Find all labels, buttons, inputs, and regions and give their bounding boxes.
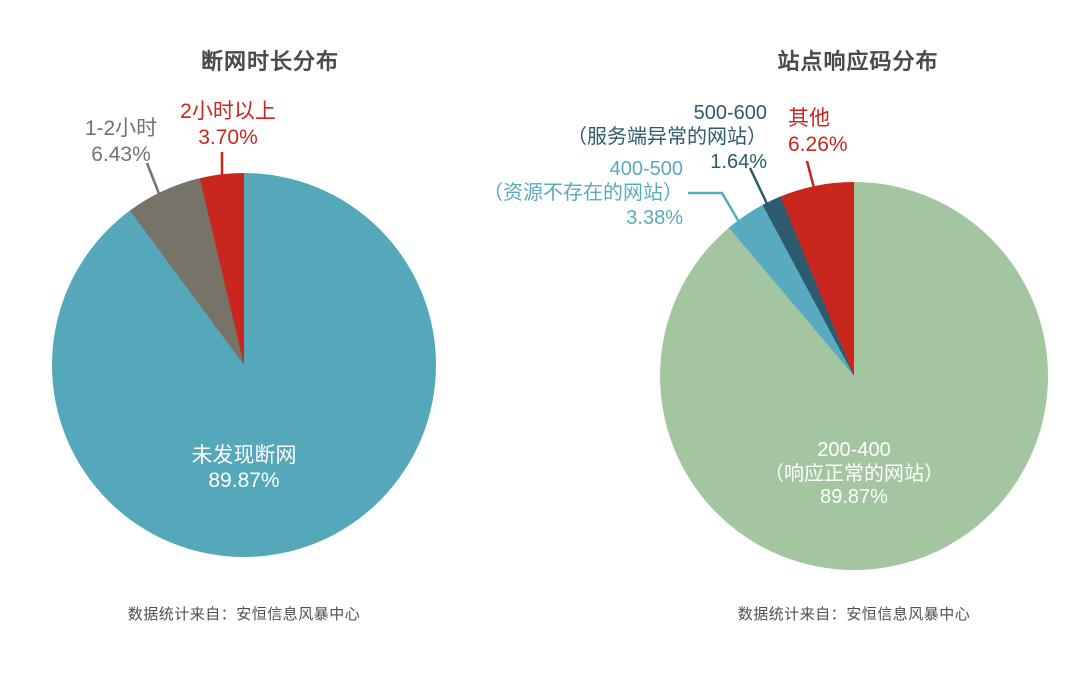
data-source-note: 数据统计来自：安恒信息风暴中心 [737,606,971,623]
pie-disconnect-duration [52,173,436,557]
chart-title: 站点响应码分布 [777,49,939,74]
callout-value: 6.26% [788,132,848,156]
slice-value: 89.87% [820,486,888,509]
slice-label: 未发现断网 [191,444,297,467]
callout-500-600: 500-600 （服务端异常的网站） 1.64% [497,101,767,174]
callout-value: 3.38% [626,206,683,229]
slice-sublabel: （响应正常的网站） [764,462,944,485]
callout-value: 1.64% [710,150,767,173]
pie-inner-label: 未发现断网 89.87% [52,444,436,494]
slice-label: 200-400 [817,439,891,461]
callout-value: 6.43% [91,142,151,166]
pie-inner-label: 200-400 （响应正常的网站） 89.87% [660,439,1048,510]
callout-400-500: 400-500 （资源不存在的网站） 3.38% [420,157,683,230]
pie-response-codes [660,182,1048,570]
callout-label: 500-600 [693,102,767,124]
callout-1-2h: 1-2小时 6.43% [51,116,191,167]
callout-over-2h: 2小时以上 3.70% [158,99,298,150]
callout-label: 其他 [788,107,830,130]
slice-value: 89.87% [208,468,280,492]
callout-label: 1-2小时 [84,117,158,140]
callout-label: 2小时以上 [180,100,276,123]
callout-value: 3.70% [198,125,258,149]
callout-other: 其他 6.26% [788,106,908,157]
callout-sublabel: （资源不存在的网站） [483,182,683,205]
leader-other-line [805,160,816,189]
data-source-note: 数据统计来自：安恒信息风暴中心 [127,606,361,623]
chart-title: 断网时长分布 [200,49,339,74]
callout-sublabel: （服务端异常的网站） [567,126,767,149]
callout-label: 400-500 [609,158,683,180]
